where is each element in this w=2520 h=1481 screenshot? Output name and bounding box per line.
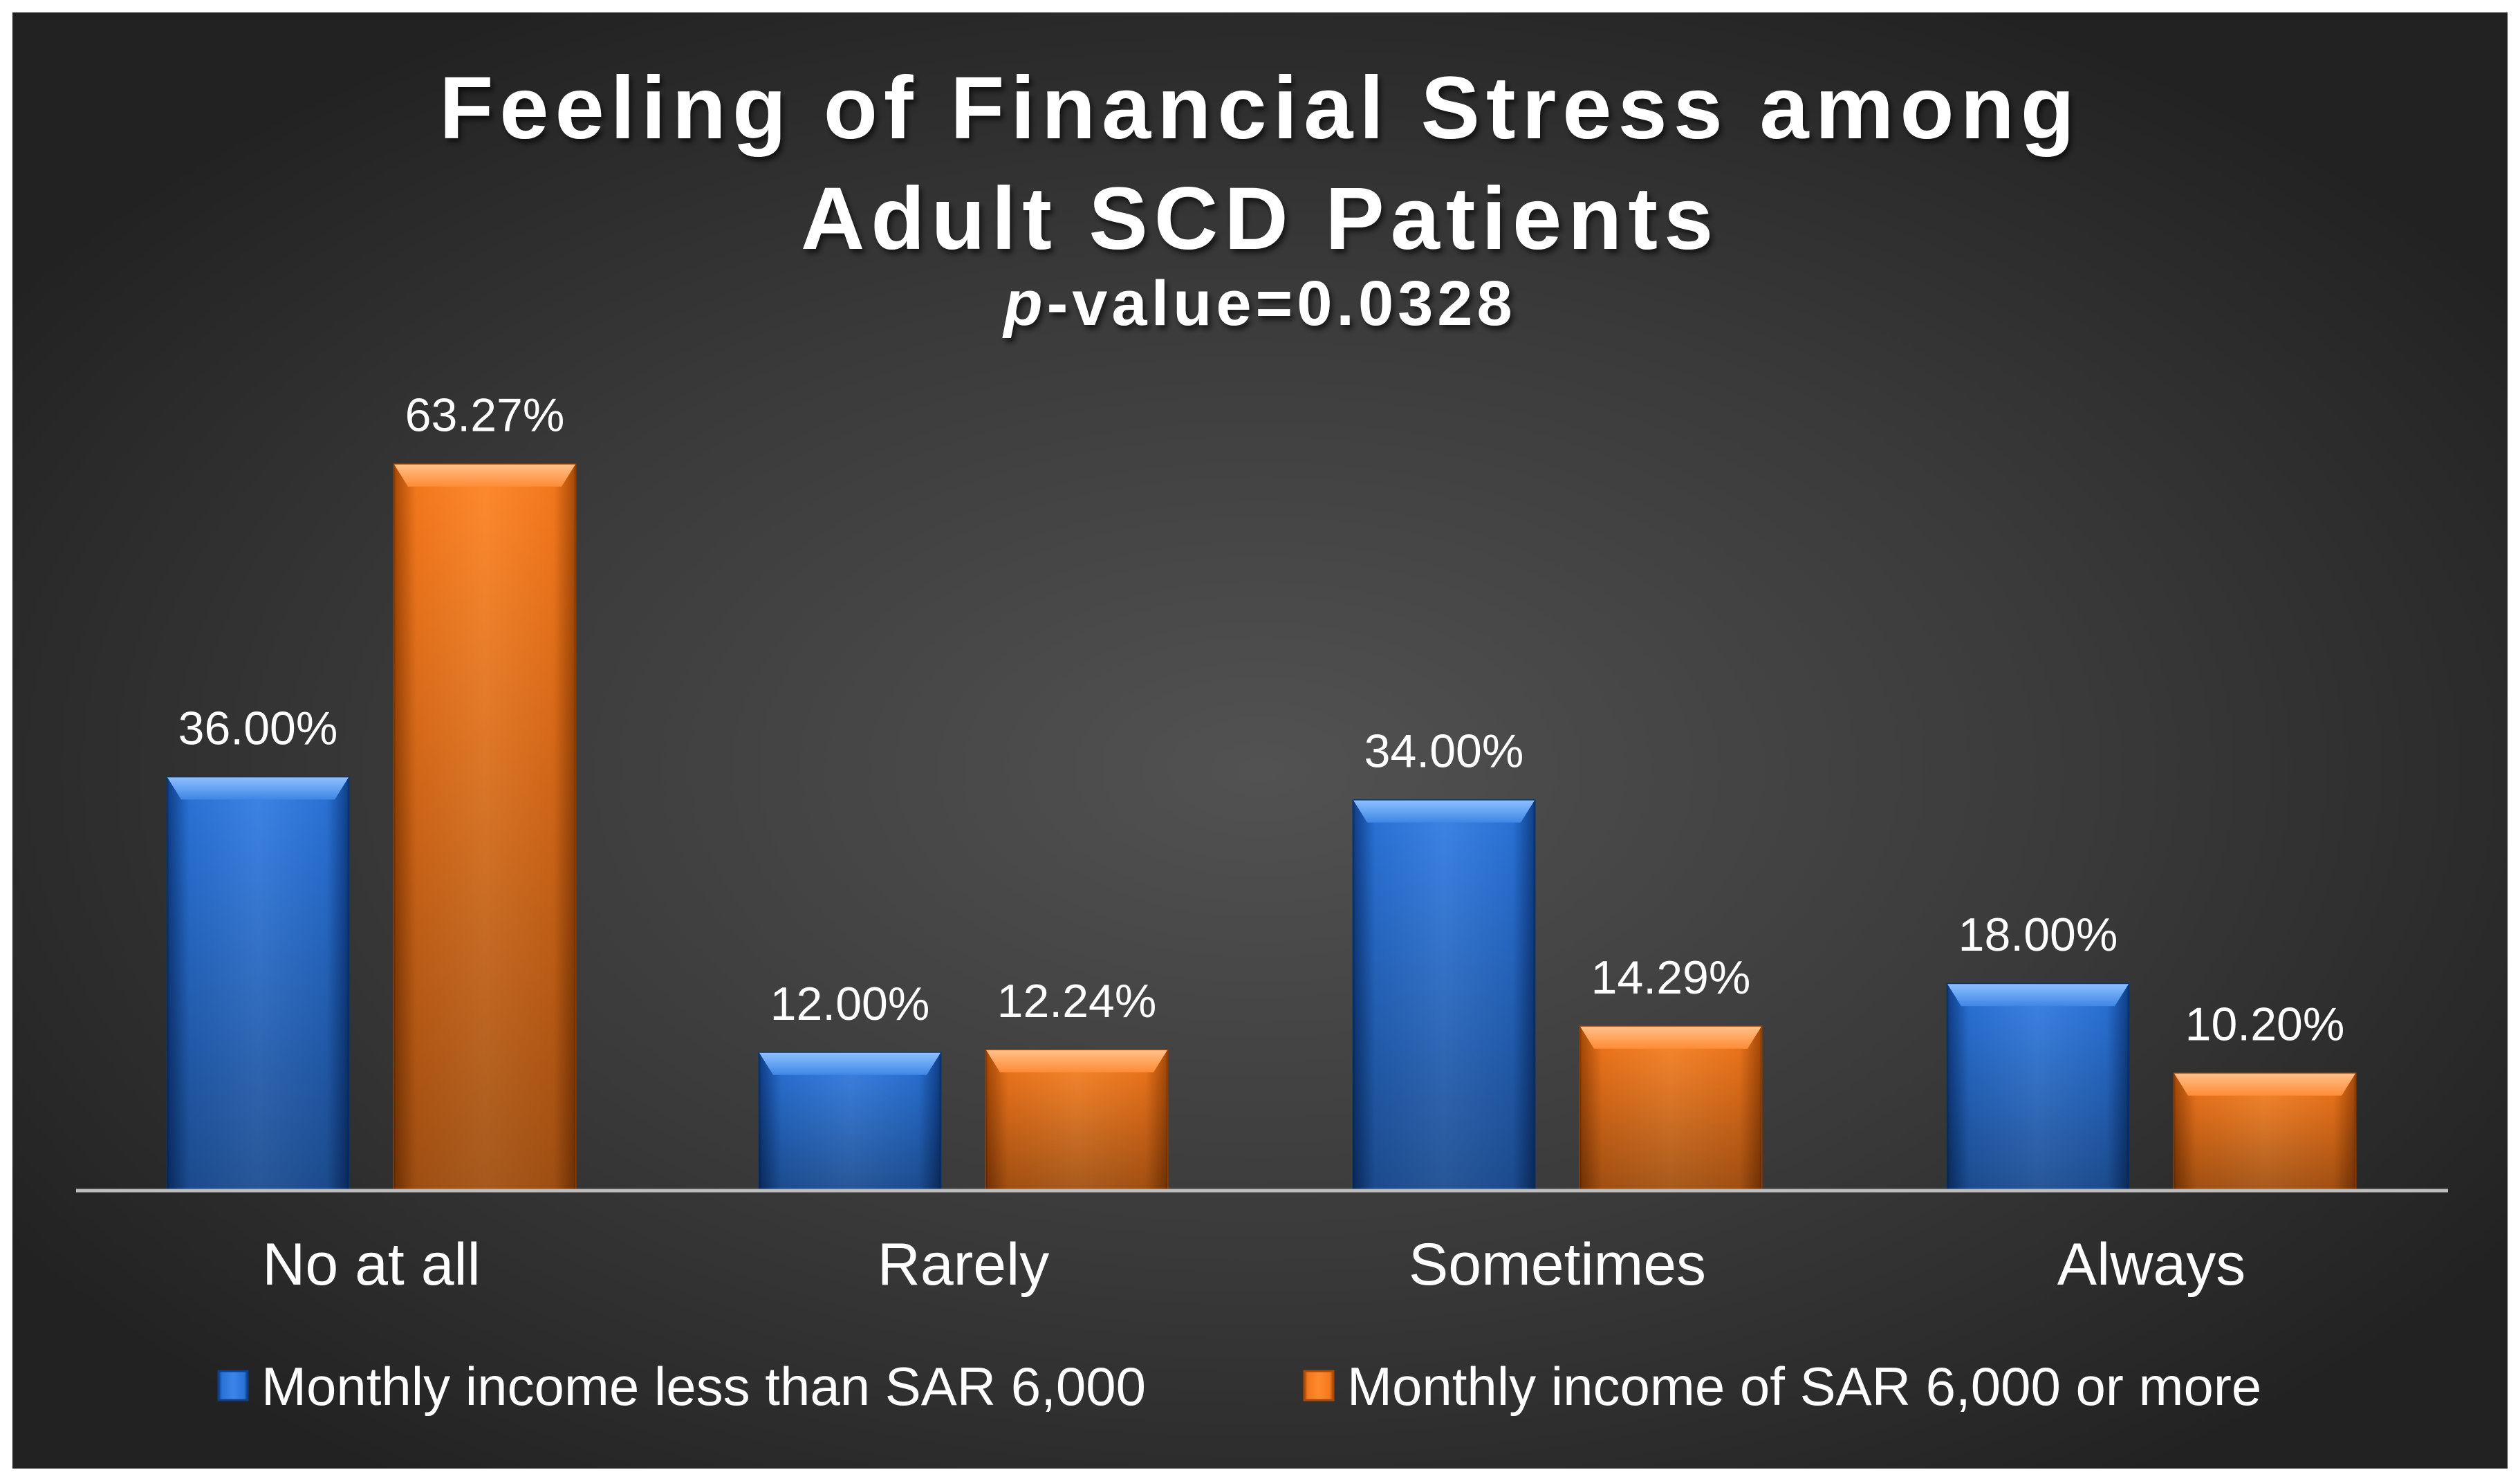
bar-shade xyxy=(986,1050,1167,1191)
category-label-no-at-all: No at all xyxy=(262,1231,481,1298)
bar-series-1-always xyxy=(1946,982,2130,1192)
bar-top-bevel xyxy=(394,464,575,487)
data-labels-layer: 36.00% 63.27% 12.00% 12.24% 34.00% 14.29% 18.0… xyxy=(178,389,2345,1051)
legend-swatch-series-2 xyxy=(1303,1370,1335,1401)
bar-top-bevel xyxy=(167,777,349,800)
subtitle-italic: p xyxy=(1001,268,1046,339)
bar-shade xyxy=(1947,984,2129,1191)
bar-top-bevel xyxy=(1580,1026,1761,1049)
category-label-always: Always xyxy=(2057,1231,2245,1298)
data-label-series-2-rarely: 12.24% xyxy=(997,975,1157,1027)
legend: Monthly income less than SAR 6,000 Month… xyxy=(217,1356,2261,1417)
legend-label-series-1: Monthly income less than SAR 6,000 xyxy=(261,1356,1146,1417)
bar-shade xyxy=(167,777,349,1191)
subtitle-rest: -value=0.0328 xyxy=(1047,268,1517,339)
legend-swatch-series-1 xyxy=(217,1370,249,1401)
bar-shade xyxy=(759,1052,941,1191)
bar-top-bevel xyxy=(1947,984,2129,1007)
bar-series-1-no-at-all xyxy=(166,776,350,1192)
bar-series-2-no-at-all xyxy=(393,463,577,1192)
category-label-sometimes: Sometimes xyxy=(1409,1231,1706,1298)
data-label-series-2-always: 10.20% xyxy=(2185,998,2345,1051)
bar-series-2-sometimes xyxy=(1579,1025,1763,1192)
bar-top-bevel xyxy=(2174,1073,2355,1096)
bar-series-2-always xyxy=(2173,1072,2357,1192)
bar-series-1-sometimes xyxy=(1352,799,1536,1192)
legend-item-series-1: Monthly income less than SAR 6,000 xyxy=(217,1356,1146,1417)
bar-shade xyxy=(1353,800,1535,1191)
data-label-series-2-no-at-all: 63.27% xyxy=(405,389,565,442)
bar-series-1-rarely xyxy=(758,1052,942,1192)
bar-top-bevel xyxy=(1353,800,1535,823)
data-label-series-1-rarely: 12.00% xyxy=(770,978,930,1030)
bar-series-2-rarely xyxy=(985,1049,1169,1192)
category-label-rarely: Rarely xyxy=(878,1231,1050,1298)
data-label-series-1-no-at-all: 36.00% xyxy=(178,702,338,754)
bars-layer xyxy=(166,463,2357,1192)
legend-item-series-2: Monthly income of SAR 6,000 or more xyxy=(1303,1356,2261,1417)
data-label-series-1-always: 18.00% xyxy=(1958,909,2118,961)
chart-subtitle: p-value=0.0328 xyxy=(1001,268,1516,339)
data-label-series-1-sometimes: 34.00% xyxy=(1364,725,1524,778)
bar-top-bevel xyxy=(986,1050,1167,1072)
category-labels-layer: No at all Rarely Sometimes Always xyxy=(262,1231,2245,1298)
data-label-series-2-sometimes: 14.29% xyxy=(1591,951,1751,1004)
bar-top-bevel xyxy=(759,1052,941,1075)
chart-title-line-2: Adult SCD Patients xyxy=(801,169,1719,268)
bar-shade xyxy=(394,464,575,1191)
bar-shade xyxy=(1580,1026,1761,1191)
legend-label-series-2: Monthly income of SAR 6,000 or more xyxy=(1347,1356,2261,1417)
chart-title-line-1: Feeling of Financial Stress among xyxy=(439,59,2081,158)
